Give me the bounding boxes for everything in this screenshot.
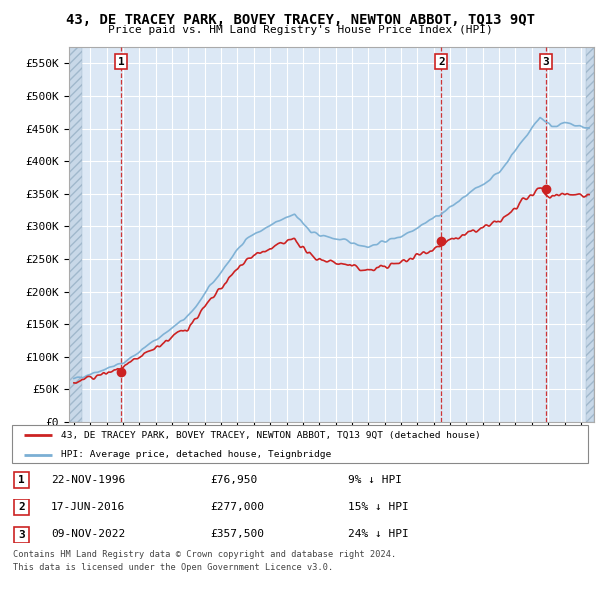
- Text: £277,000: £277,000: [210, 502, 264, 512]
- Text: 1: 1: [118, 57, 125, 67]
- Text: Contains HM Land Registry data © Crown copyright and database right 2024.: Contains HM Land Registry data © Crown c…: [13, 550, 397, 559]
- Text: £357,500: £357,500: [210, 529, 264, 539]
- Text: 3: 3: [18, 530, 25, 539]
- Text: 43, DE TRACEY PARK, BOVEY TRACEY, NEWTON ABBOT, TQ13 9QT (detached house): 43, DE TRACEY PARK, BOVEY TRACEY, NEWTON…: [61, 431, 481, 440]
- Text: 3: 3: [542, 57, 549, 67]
- Text: Price paid vs. HM Land Registry's House Price Index (HPI): Price paid vs. HM Land Registry's House …: [107, 25, 493, 35]
- Text: 24% ↓ HPI: 24% ↓ HPI: [348, 529, 409, 539]
- FancyBboxPatch shape: [14, 499, 29, 516]
- FancyBboxPatch shape: [12, 425, 588, 463]
- Text: 15% ↓ HPI: 15% ↓ HPI: [348, 502, 409, 512]
- Text: 22-NOV-1996: 22-NOV-1996: [51, 475, 125, 484]
- Text: 09-NOV-2022: 09-NOV-2022: [51, 529, 125, 539]
- Text: £76,950: £76,950: [210, 475, 257, 484]
- FancyBboxPatch shape: [14, 472, 29, 489]
- Text: 2: 2: [18, 503, 25, 512]
- Text: HPI: Average price, detached house, Teignbridge: HPI: Average price, detached house, Teig…: [61, 450, 331, 459]
- FancyBboxPatch shape: [14, 526, 29, 543]
- Text: 43, DE TRACEY PARK, BOVEY TRACEY, NEWTON ABBOT, TQ13 9QT: 43, DE TRACEY PARK, BOVEY TRACEY, NEWTON…: [65, 13, 535, 27]
- Text: 2: 2: [438, 57, 445, 67]
- Text: 1: 1: [18, 476, 25, 485]
- Text: 17-JUN-2016: 17-JUN-2016: [51, 502, 125, 512]
- Text: 9% ↓ HPI: 9% ↓ HPI: [348, 475, 402, 484]
- Text: This data is licensed under the Open Government Licence v3.0.: This data is licensed under the Open Gov…: [13, 563, 334, 572]
